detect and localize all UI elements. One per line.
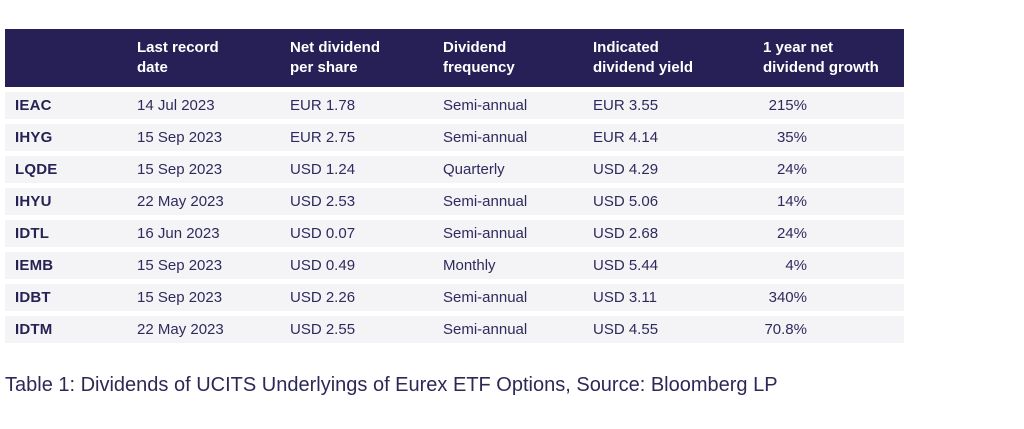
table-row: IDBT 15 Sep 2023 USD 2.26 Semi-annual US… — [5, 284, 904, 311]
table-row: IHYU 22 May 2023 USD 2.53 Semi-annual US… — [5, 188, 904, 215]
last-record-date-cell: 15 Sep 2023 — [137, 129, 223, 146]
table-row: IEAC 14 Jul 2023 EUR 1.78 Semi-annual EU… — [5, 92, 904, 119]
table-row: IHYG 15 Sep 2023 EUR 2.75 Semi-annual EU… — [5, 124, 904, 151]
last-record-date-cell: 16 Jun 2023 — [137, 225, 220, 242]
ticker-cell: IDTM — [15, 321, 53, 338]
ticker-cell: IEAC — [15, 97, 52, 114]
dividend-frequency-cell: Semi-annual — [443, 225, 528, 242]
header-cell-last-record-date: Last record date — [137, 38, 290, 78]
dividend-yield-cell: EUR 3.55 — [593, 97, 659, 114]
ticker-cell: IEMB — [15, 257, 54, 274]
dividend-yield-cell: USD 5.44 — [593, 257, 659, 274]
header-line: dividend yield — [593, 59, 694, 76]
dividend-frequency-cell: Semi-annual — [443, 289, 528, 306]
dividend-growth-cell: 35% — [776, 129, 807, 146]
header-line: 1 year net — [763, 39, 834, 56]
dividend-yield-cell: USD 4.55 — [593, 321, 659, 338]
last-record-date-cell: 15 Sep 2023 — [137, 257, 223, 274]
dividend-growth-cell: 340% — [768, 289, 807, 306]
header-line: per share — [290, 59, 358, 76]
dividends-table: Last record date Net dividend per share … — [5, 29, 904, 343]
dividend-growth-cell: 14% — [776, 193, 807, 210]
dividend-frequency-cell: Monthly — [443, 257, 496, 274]
dividend-growth-cell: 4% — [785, 257, 807, 274]
ticker-cell: IHYU — [15, 193, 52, 210]
header-line: dividend growth — [763, 59, 879, 76]
dividend-growth-cell: 24% — [776, 225, 807, 242]
dividend-yield-cell: USD 2.68 — [593, 225, 659, 242]
table-header-row: Last record date Net dividend per share … — [5, 29, 904, 87]
table-row: LQDE 15 Sep 2023 USD 1.24 Quarterly USD … — [5, 156, 904, 183]
net-dividend-cell: USD 1.24 — [290, 161, 356, 178]
dividend-yield-cell: USD 5.06 — [593, 193, 659, 210]
dividend-frequency-cell: Semi-annual — [443, 321, 528, 338]
header-cell-indicated-dividend-yield: Indicated dividend yield — [593, 38, 763, 78]
header-cell-1-year-net-dividend-growth: 1 year net dividend growth — [763, 38, 904, 78]
dividend-yield-cell: EUR 4.14 — [593, 129, 659, 146]
net-dividend-cell: USD 2.26 — [290, 289, 356, 306]
last-record-date-cell: 14 Jul 2023 — [137, 97, 215, 114]
table-row: IDTL 16 Jun 2023 USD 0.07 Semi-annual US… — [5, 220, 904, 247]
header-line: Dividend — [443, 39, 507, 56]
net-dividend-cell: USD 2.53 — [290, 193, 356, 210]
dividend-growth-cell: 215% — [768, 97, 807, 114]
net-dividend-cell: EUR 2.75 — [290, 129, 356, 146]
ticker-cell: IDTL — [15, 225, 50, 242]
net-dividend-cell: USD 2.55 — [290, 321, 356, 338]
dividend-frequency-cell: Quarterly — [443, 161, 505, 178]
net-dividend-cell: USD 0.49 — [290, 257, 356, 274]
header-line: Indicated — [593, 39, 659, 56]
table-row: IDTM 22 May 2023 USD 2.55 Semi-annual US… — [5, 316, 904, 343]
header-line: Net dividend — [290, 39, 381, 56]
dividend-yield-cell: USD 3.11 — [593, 289, 657, 306]
header-line: frequency — [443, 59, 515, 76]
dividend-yield-cell: USD 4.29 — [593, 161, 659, 178]
dividend-frequency-cell: Semi-annual — [443, 129, 528, 146]
dividend-frequency-cell: Semi-annual — [443, 193, 528, 210]
header-cell-dividend-frequency: Dividend frequency — [443, 38, 593, 78]
header-line: Last record — [137, 39, 219, 56]
ticker-cell: IDBT — [15, 289, 51, 306]
header-cell-net-dividend-per-share: Net dividend per share — [290, 38, 443, 78]
table-row: IEMB 15 Sep 2023 USD 0.49 Monthly USD 5.… — [5, 252, 904, 279]
net-dividend-cell: USD 0.07 — [290, 225, 356, 242]
ticker-cell: IHYG — [15, 129, 53, 146]
dividend-frequency-cell: Semi-annual — [443, 97, 528, 114]
ticker-cell: LQDE — [15, 161, 58, 178]
last-record-date-cell: 22 May 2023 — [137, 193, 224, 210]
last-record-date-cell: 15 Sep 2023 — [137, 289, 223, 306]
dividend-growth-cell: 70.8% — [764, 321, 807, 338]
dividend-growth-cell: 24% — [776, 161, 807, 178]
last-record-date-cell: 15 Sep 2023 — [137, 161, 223, 178]
last-record-date-cell: 22 May 2023 — [137, 321, 224, 338]
header-line: date — [137, 59, 168, 76]
net-dividend-cell: EUR 1.78 — [290, 97, 356, 114]
table-caption: Table 1: Dividends of UCITS Underlyings … — [5, 374, 778, 396]
